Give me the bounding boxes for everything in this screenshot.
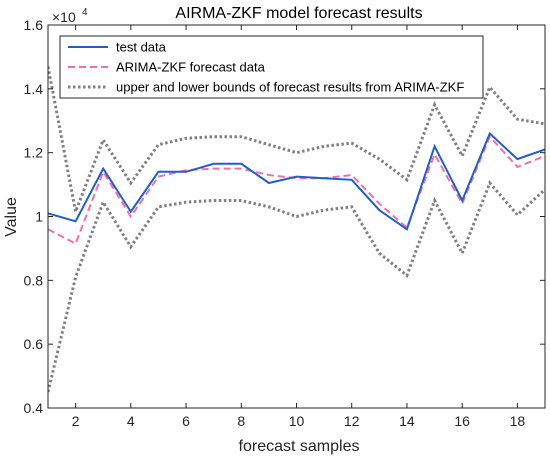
legend-label-2: upper and lower bounds of forecast resul…: [116, 80, 464, 95]
legend-label-0: test data: [116, 40, 167, 55]
chart-title: AIRMA-ZKF model forecast results: [175, 5, 422, 22]
x-tick-label: 2: [72, 413, 80, 429]
axes: 2 4 6 8 10 12 14 16 18 0.4 0.6 0.8 1 1.2 1.4 1.6: [24, 17, 546, 429]
y-tick-label: 1.6: [24, 17, 44, 33]
y-tick-label: 1.4: [24, 81, 44, 97]
plot-area: [48, 66, 545, 393]
y-axis-title: Value: [3, 197, 20, 237]
x-tick-label: 12: [344, 413, 360, 429]
series-line-upper-bound: [48, 66, 545, 218]
y-tick-label: 1: [35, 209, 43, 225]
y-tick-label: 0.4: [24, 400, 44, 416]
legend: test data ARIMA-ZKF forecast data upper an…: [59, 35, 484, 99]
x-tick-label: 16: [454, 413, 470, 429]
y-axis-exponent-power: 4: [82, 7, 88, 18]
series-line-0: [48, 131, 545, 231]
x-axis-title: forecast samples: [239, 438, 360, 455]
legend-label-1: ARIMA-ZKF forecast data: [116, 60, 266, 75]
x-tick-label: 10: [289, 413, 305, 429]
x-tick-label: 8: [237, 413, 245, 429]
series-line-lower-bound: [48, 180, 545, 393]
x-tick-label: 14: [399, 413, 415, 429]
x-tick-label: 4: [127, 413, 135, 429]
y-tick-label: 0.8: [24, 272, 44, 288]
y-axis-exponent-base: ×10: [52, 9, 76, 25]
y-tick-label: 1.2: [24, 145, 44, 161]
x-tick-label: 6: [182, 413, 190, 429]
y-tick-label: 0.6: [24, 336, 44, 352]
x-tick-label: 18: [510, 413, 526, 429]
legend-box: [59, 35, 484, 99]
series-line-1: [48, 134, 545, 246]
